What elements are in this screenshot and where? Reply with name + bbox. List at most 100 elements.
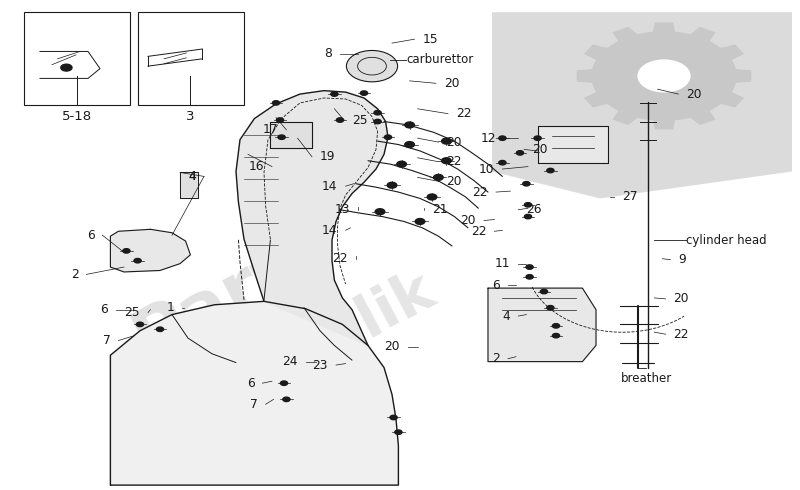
Circle shape [277, 118, 284, 122]
Circle shape [526, 274, 534, 279]
Text: 23: 23 [313, 359, 328, 371]
Text: 20: 20 [461, 214, 476, 227]
Circle shape [499, 136, 506, 140]
Text: 12: 12 [481, 132, 496, 145]
Text: 4: 4 [188, 170, 196, 183]
Text: 7: 7 [250, 398, 258, 411]
Circle shape [157, 327, 164, 332]
Circle shape [638, 60, 690, 92]
Text: 14: 14 [322, 224, 338, 237]
Text: 13: 13 [335, 203, 350, 216]
Text: 14: 14 [322, 180, 338, 193]
Text: carburettor: carburettor [406, 53, 474, 66]
Circle shape [394, 430, 402, 435]
Circle shape [374, 120, 381, 124]
Polygon shape [687, 108, 715, 125]
Circle shape [280, 381, 288, 385]
Text: 27: 27 [622, 191, 638, 203]
Circle shape [123, 248, 130, 253]
Polygon shape [584, 45, 611, 62]
Circle shape [415, 219, 425, 224]
Circle shape [442, 158, 451, 164]
Circle shape [523, 181, 530, 186]
Text: 4: 4 [188, 170, 196, 183]
Text: 26: 26 [526, 203, 542, 216]
Circle shape [525, 203, 532, 207]
Polygon shape [538, 126, 608, 163]
Bar [24, 12, 130, 105]
Text: 21: 21 [432, 203, 447, 216]
Circle shape [331, 92, 338, 96]
Circle shape [552, 323, 560, 328]
Circle shape [134, 258, 141, 263]
Circle shape [499, 161, 506, 165]
Text: 20: 20 [385, 341, 400, 353]
Text: 20: 20 [444, 77, 459, 90]
Text: 2: 2 [70, 268, 78, 281]
Text: 22: 22 [456, 107, 471, 120]
Circle shape [517, 151, 524, 155]
Polygon shape [110, 229, 190, 272]
Circle shape [272, 101, 280, 105]
Circle shape [397, 161, 406, 167]
Polygon shape [488, 288, 596, 362]
Text: 11: 11 [495, 257, 510, 270]
Text: Republik: Republik [163, 260, 445, 446]
Text: 25: 25 [124, 306, 140, 319]
Text: 20: 20 [674, 293, 689, 305]
Text: 20: 20 [532, 143, 547, 156]
Polygon shape [613, 27, 641, 44]
Polygon shape [731, 69, 751, 83]
Circle shape [384, 135, 392, 140]
Circle shape [346, 50, 398, 82]
Polygon shape [687, 27, 715, 44]
Circle shape [375, 209, 385, 215]
Polygon shape [717, 90, 744, 107]
Text: 6: 6 [492, 279, 500, 292]
Circle shape [552, 333, 560, 338]
Circle shape [405, 122, 414, 128]
Text: 3: 3 [186, 110, 194, 123]
Circle shape [592, 32, 736, 120]
Text: 2: 2 [492, 352, 500, 365]
Bar [138, 12, 244, 105]
Text: 16: 16 [249, 160, 264, 173]
Polygon shape [180, 172, 198, 198]
Text: 22: 22 [674, 328, 689, 341]
Text: 4: 4 [502, 310, 510, 322]
Circle shape [541, 289, 547, 294]
Polygon shape [577, 69, 597, 83]
Text: 1: 1 [166, 301, 174, 314]
Polygon shape [584, 90, 611, 107]
Text: 6: 6 [100, 303, 108, 316]
Text: 20: 20 [686, 88, 702, 100]
Circle shape [282, 397, 290, 402]
Circle shape [278, 135, 285, 140]
Polygon shape [652, 23, 676, 35]
Circle shape [387, 182, 397, 188]
Circle shape [525, 215, 532, 219]
Text: 25: 25 [352, 114, 368, 126]
Circle shape [390, 416, 398, 419]
Polygon shape [110, 301, 398, 485]
Text: 10: 10 [479, 163, 494, 175]
Text: 8: 8 [324, 48, 332, 60]
Text: 5-18: 5-18 [62, 110, 92, 123]
Circle shape [442, 138, 451, 144]
Circle shape [526, 265, 534, 270]
Text: 22: 22 [473, 186, 488, 198]
Polygon shape [613, 108, 641, 125]
Circle shape [547, 306, 554, 310]
Text: 6: 6 [246, 377, 254, 390]
Circle shape [360, 91, 368, 95]
Circle shape [61, 64, 72, 71]
Text: 19: 19 [320, 150, 335, 163]
Text: breather: breather [621, 372, 672, 385]
Text: 22: 22 [471, 225, 486, 238]
Circle shape [427, 194, 437, 200]
Text: 7: 7 [102, 334, 110, 347]
Text: Parts: Parts [122, 214, 342, 374]
Text: 24: 24 [282, 355, 298, 368]
Circle shape [534, 136, 542, 140]
Circle shape [547, 168, 554, 172]
